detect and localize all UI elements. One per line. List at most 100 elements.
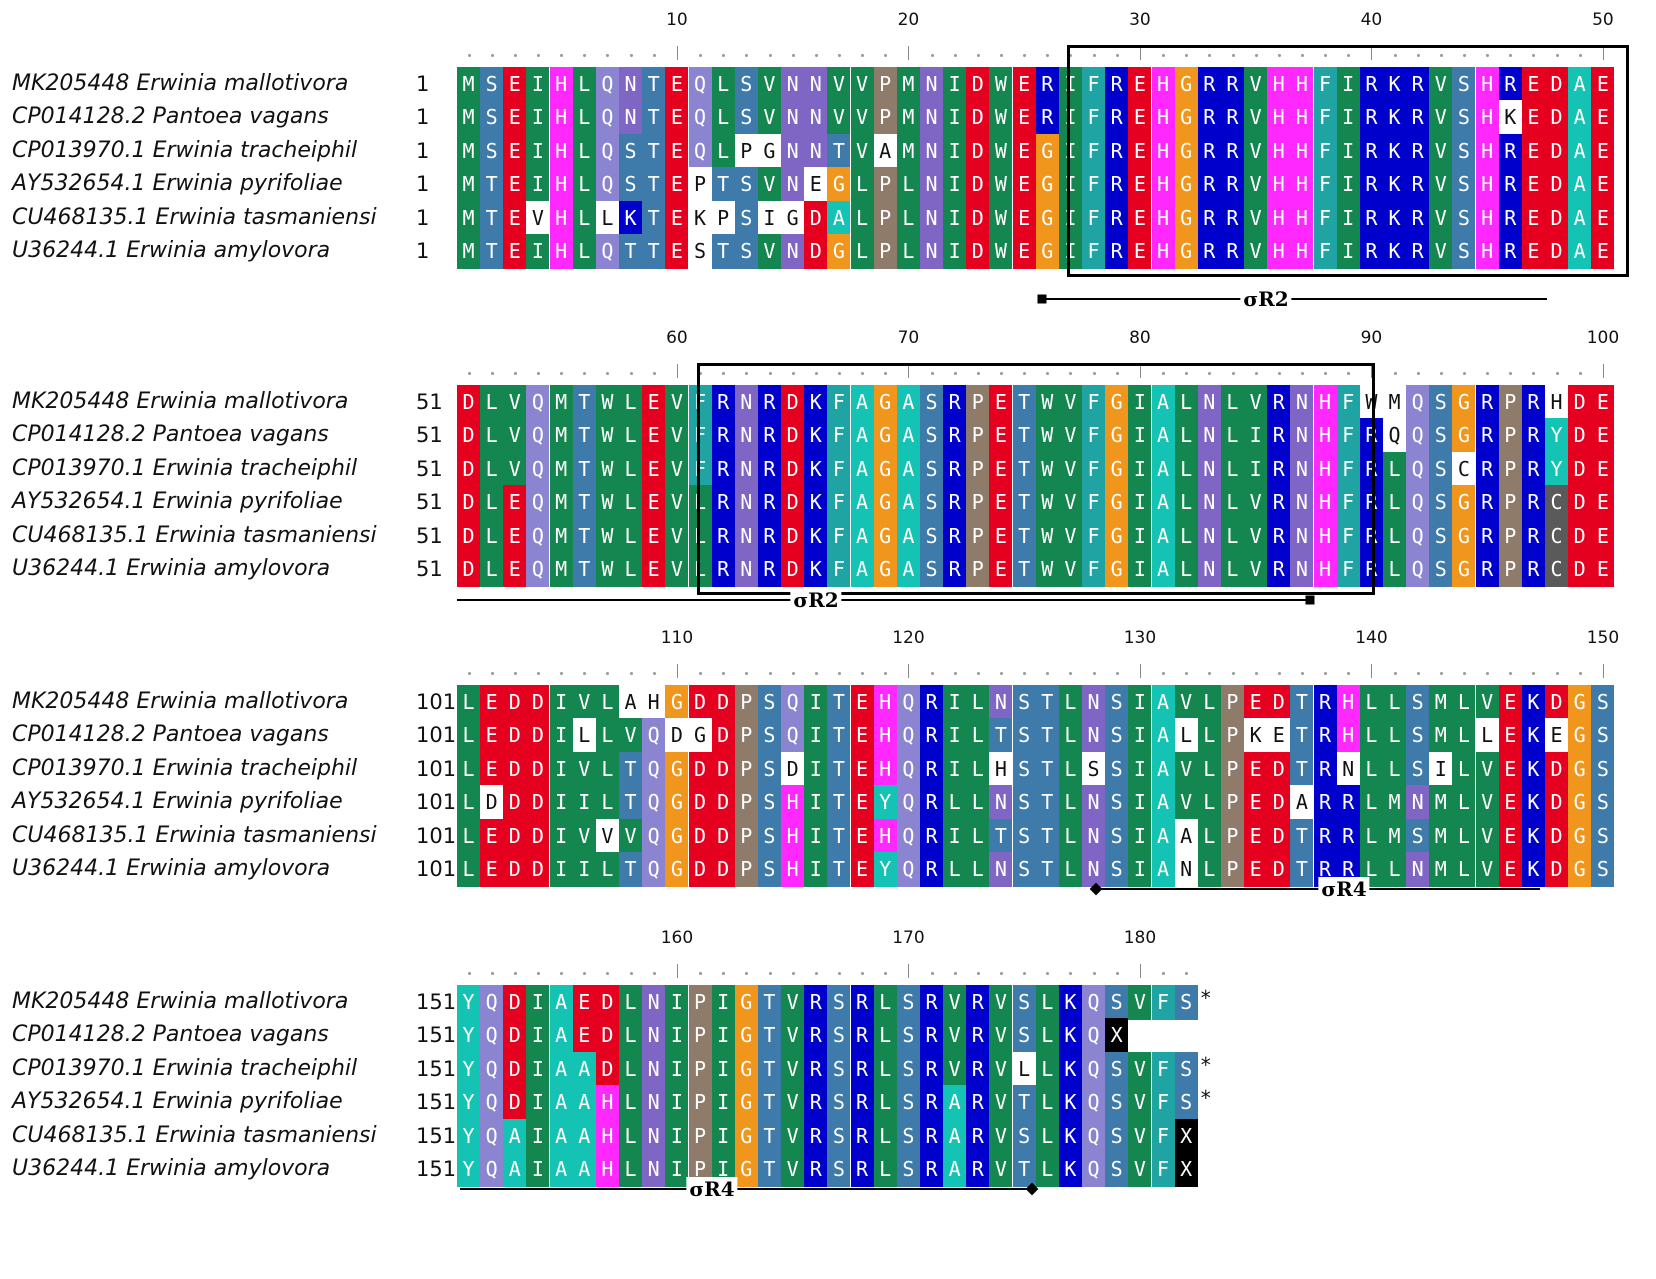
residue: F xyxy=(1313,100,1337,136)
residue: T xyxy=(1012,451,1036,487)
sequence-start-number: 151 xyxy=(416,990,457,1014)
residue: L xyxy=(850,200,874,236)
residue: N xyxy=(781,234,805,269)
residue: S xyxy=(1105,785,1129,821)
residue: A xyxy=(1568,133,1592,169)
ruler-dot xyxy=(1092,972,1096,975)
conserved-region-box xyxy=(1067,45,1630,278)
stop-marker: * xyxy=(1200,986,1211,1010)
residue: P xyxy=(1220,852,1244,887)
residue: N xyxy=(642,1118,666,1154)
residue: V xyxy=(1429,234,1453,269)
residue: T xyxy=(1290,751,1314,787)
residue: T xyxy=(989,718,1013,754)
residue: R xyxy=(804,985,828,1020)
residue: G xyxy=(873,385,897,420)
residue: T xyxy=(642,234,666,269)
ruler-dot xyxy=(1486,672,1490,675)
ruler-label: 130 xyxy=(1123,628,1157,648)
residue: G xyxy=(1568,685,1592,720)
residue: W xyxy=(1035,451,1059,487)
residue: E xyxy=(665,200,689,236)
residue: W xyxy=(595,385,619,420)
ruler-dot xyxy=(1509,672,1513,675)
sequence-name: AY532654.1 Erwinia pyrifoliae xyxy=(12,789,343,815)
residue: K xyxy=(1383,100,1406,136)
sequence-name: U36244.1 Erwinia amylovora xyxy=(12,238,331,263)
residue: S xyxy=(734,200,758,236)
residue: Q xyxy=(1082,1152,1106,1187)
residue: M xyxy=(549,385,573,420)
ruler-dot xyxy=(953,54,957,57)
residue: H xyxy=(1290,167,1314,203)
residue: I xyxy=(1429,751,1453,787)
residue: E xyxy=(503,100,527,136)
residue: V xyxy=(526,200,550,236)
residue: R xyxy=(804,1118,828,1154)
residue: H xyxy=(1290,234,1314,269)
residue: V xyxy=(1244,485,1268,521)
sequence-name: AY532654.1 Erwinia pyrifoliae xyxy=(12,171,343,197)
residue: N xyxy=(734,485,758,521)
ruler-dot xyxy=(791,54,795,57)
residue: H xyxy=(595,1085,619,1121)
sequence-name: CP013970.1 Erwinia tracheiphil xyxy=(12,455,358,481)
ruler-dot xyxy=(1162,972,1166,975)
residue: L xyxy=(619,1152,643,1187)
residue: T xyxy=(572,385,596,420)
residue: S xyxy=(1174,1051,1198,1087)
residue: A xyxy=(896,385,920,420)
residue: D xyxy=(1545,100,1569,136)
residue: R xyxy=(711,552,735,587)
ruler-dot xyxy=(791,672,795,675)
residue: R xyxy=(850,985,874,1020)
residue: Q xyxy=(1406,385,1430,420)
residue: E xyxy=(1244,785,1268,821)
residue: G xyxy=(665,818,689,854)
residue: W xyxy=(989,200,1013,236)
residue: D xyxy=(1545,67,1569,102)
residue: S xyxy=(1452,133,1476,169)
residue: L xyxy=(966,818,990,854)
residue: R xyxy=(711,485,735,521)
residue: S xyxy=(1452,234,1476,269)
residue: S xyxy=(1174,1085,1198,1121)
residue: L xyxy=(572,234,596,269)
residue: E xyxy=(665,133,689,169)
residue: R xyxy=(1359,200,1383,236)
residue: W xyxy=(1035,552,1059,587)
residue: V xyxy=(1058,418,1082,454)
ruler-dot xyxy=(861,54,865,57)
residue: A xyxy=(943,1085,967,1121)
residue: V xyxy=(943,985,967,1020)
ruler-dot xyxy=(1000,972,1004,975)
residue: G xyxy=(734,1018,758,1054)
residue: D xyxy=(503,1051,527,1087)
ruler-dot xyxy=(1231,372,1235,375)
residue: R xyxy=(757,451,781,487)
residue: L xyxy=(1058,785,1082,821)
residue: R xyxy=(1475,518,1499,554)
ruler-dot xyxy=(1000,372,1004,375)
residue: E xyxy=(572,1018,596,1054)
residue: S xyxy=(1012,1018,1036,1054)
ruler-dot xyxy=(861,372,865,375)
residue: K xyxy=(1521,785,1545,821)
residue: S xyxy=(920,518,943,554)
residue: Q xyxy=(896,818,920,854)
ruler-dot xyxy=(976,672,980,675)
residue: K xyxy=(1383,133,1406,169)
sequence-name: U36244.1 Erwinia amylovora xyxy=(12,856,331,881)
residue: E xyxy=(989,518,1013,554)
ruler-dot xyxy=(1115,672,1119,675)
sequence-name: U36244.1 Erwinia amylovora xyxy=(12,556,331,581)
residue: K xyxy=(804,518,828,554)
residue: R xyxy=(1475,485,1499,521)
residue: V xyxy=(572,751,596,787)
ruler-dot xyxy=(722,54,726,57)
residue: H xyxy=(1151,200,1175,236)
residue: I xyxy=(526,1018,550,1054)
residue: I xyxy=(549,818,573,854)
ruler-dot xyxy=(1092,672,1096,675)
residue: I xyxy=(1336,67,1360,102)
